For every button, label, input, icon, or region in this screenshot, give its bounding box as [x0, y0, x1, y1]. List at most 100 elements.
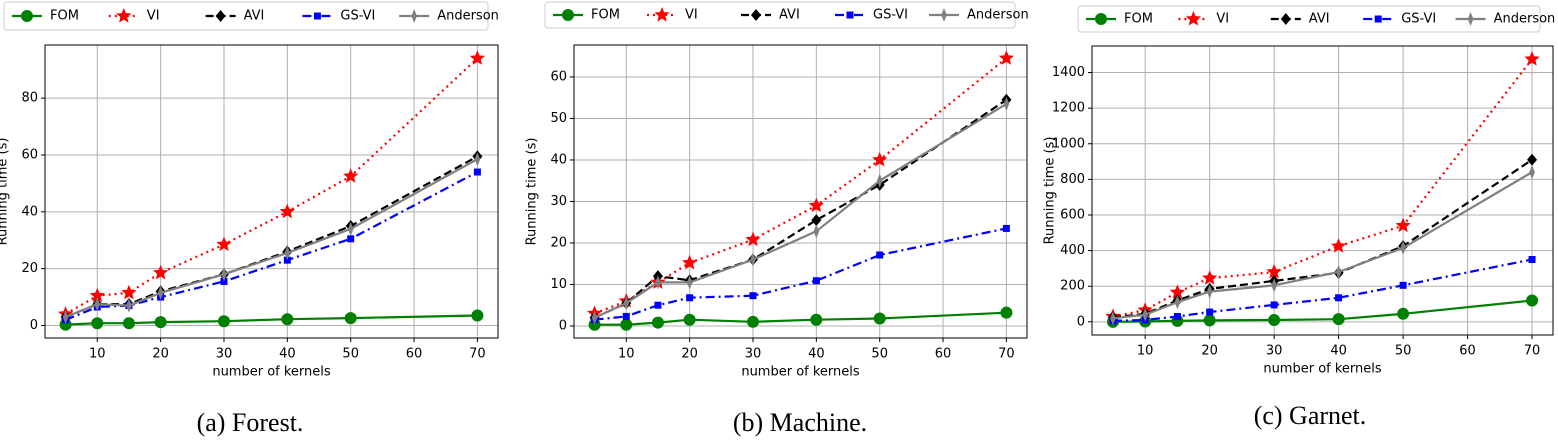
legend-label: GS-VI: [340, 9, 375, 24]
marker: [813, 224, 820, 239]
marker: [283, 256, 291, 264]
marker: [1095, 13, 1107, 25]
marker: [216, 236, 232, 251]
marker: [686, 275, 693, 290]
marker: [1397, 307, 1410, 320]
marker: [1110, 311, 1116, 326]
legend-label: VI: [1216, 12, 1229, 27]
marker: [1524, 51, 1540, 66]
marker: [1280, 13, 1291, 25]
marker: [1174, 295, 1181, 310]
marker: [1399, 281, 1407, 289]
marker: [808, 197, 824, 213]
x-tick-label: 10: [618, 347, 635, 362]
legend-label: FOM: [591, 8, 620, 23]
y-tick-label: 0: [559, 318, 567, 333]
x-tick-label: 40: [1330, 344, 1347, 359]
caption: (a) Forest.: [197, 408, 304, 437]
legend-label: Anderson: [967, 8, 1029, 23]
legend-box: [3, 1, 489, 31]
y-tick-label: 400: [1060, 243, 1085, 258]
marker: [686, 294, 694, 302]
x-tick-label: 40: [808, 347, 825, 362]
marker: [1169, 284, 1185, 299]
x-tick-label: 20: [1201, 344, 1218, 359]
marker: [1467, 11, 1474, 27]
x-tick-label: 10: [89, 347, 106, 362]
x-axis-label: number of kernels: [212, 365, 331, 380]
y-tick-label: 0: [1077, 314, 1085, 329]
marker: [1526, 294, 1539, 307]
marker: [153, 264, 169, 280]
marker: [1395, 217, 1411, 233]
marker: [751, 9, 761, 21]
y-tick-label: 30: [550, 194, 567, 209]
marker: [1271, 278, 1277, 293]
marker: [745, 231, 761, 247]
x-tick-label: 20: [152, 347, 169, 362]
marker: [62, 309, 69, 324]
marker: [1002, 224, 1010, 232]
x-tick-label: 60: [935, 347, 952, 362]
marker: [411, 8, 418, 24]
marker: [1173, 312, 1181, 320]
x-tick-label: 30: [1266, 344, 1283, 359]
y-axis-label: Running time (s): [525, 138, 540, 246]
marker: [812, 277, 820, 285]
plot-frame: [44, 44, 499, 339]
y-tick-label: 0: [30, 318, 38, 333]
marker: [872, 152, 888, 167]
marker: [562, 9, 574, 21]
legend-label: VI: [147, 9, 160, 24]
marker: [220, 277, 228, 285]
marker: [1528, 256, 1536, 264]
y-tick-label: 40: [550, 152, 567, 167]
marker: [469, 50, 485, 65]
x-axis-label: number of kernels: [741, 365, 860, 380]
marker: [623, 296, 630, 311]
legend-label: GS-VI: [873, 8, 908, 23]
marker: [1203, 314, 1216, 327]
marker: [1335, 294, 1343, 302]
plot-frame: [1091, 45, 1554, 336]
marker: [1332, 313, 1345, 326]
x-axis-label: number of kernels: [1263, 362, 1382, 377]
marker: [94, 297, 101, 312]
legend-label: AVI: [1309, 12, 1330, 27]
marker: [655, 275, 661, 290]
marker: [810, 313, 823, 326]
marker: [1202, 270, 1218, 285]
marker: [344, 312, 357, 325]
marker: [471, 309, 484, 322]
marker: [1206, 308, 1214, 316]
marker: [474, 152, 481, 167]
marker: [811, 214, 822, 227]
legend-label: Anderson: [437, 9, 499, 24]
x-tick-label: 30: [745, 347, 762, 362]
marker: [1206, 284, 1213, 299]
x-tick-label: 20: [681, 347, 698, 362]
marker: [876, 251, 884, 259]
marker: [116, 8, 132, 23]
marker: [279, 203, 295, 219]
marker: [682, 254, 698, 270]
x-tick-label: 50: [342, 347, 359, 362]
marker: [154, 316, 167, 329]
marker: [1142, 307, 1149, 322]
marker: [749, 292, 757, 300]
marker: [620, 318, 633, 331]
marker: [1266, 264, 1282, 279]
legend-label: Anderson: [1494, 12, 1556, 27]
marker: [876, 173, 883, 188]
y-tick-label: 200: [1060, 279, 1085, 294]
legend-label: VI: [685, 8, 698, 23]
marker: [1003, 96, 1010, 111]
marker: [1335, 264, 1342, 279]
series-line: [594, 57, 1008, 315]
marker: [873, 312, 886, 325]
x-tick-label: 30: [216, 347, 233, 362]
marker: [941, 7, 947, 23]
marker: [591, 310, 598, 325]
marker: [347, 235, 355, 243]
